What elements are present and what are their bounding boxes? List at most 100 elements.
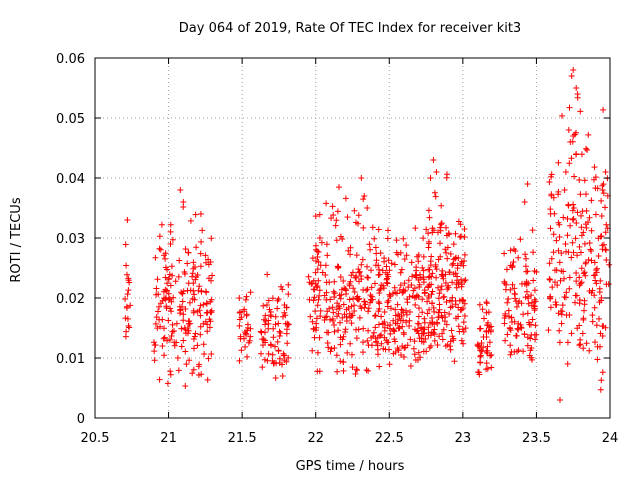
data-point [244, 321, 251, 328]
data-point [415, 252, 422, 258]
data-point [574, 209, 581, 216]
data-point [578, 249, 584, 256]
data-point [476, 325, 483, 332]
data-point [580, 270, 587, 277]
data-point [334, 208, 341, 215]
data-point [577, 336, 584, 343]
data-point [566, 160, 573, 167]
data-point [180, 337, 187, 344]
data-point [126, 279, 133, 286]
data-point [396, 313, 403, 320]
data-point [569, 216, 576, 223]
data-point [360, 349, 366, 356]
data-point [420, 267, 427, 274]
data-point [196, 283, 203, 290]
data-point [531, 305, 538, 312]
data-point [335, 310, 342, 317]
data-point [200, 341, 207, 348]
data-point [569, 207, 576, 214]
data-point [349, 312, 356, 319]
data-point [169, 328, 176, 335]
data-point [183, 330, 189, 337]
data-point [420, 235, 427, 242]
data-point [387, 330, 394, 337]
data-point [279, 373, 286, 379]
data-point [570, 205, 577, 211]
data-point [203, 310, 210, 316]
data-point [442, 280, 449, 286]
data-point [372, 280, 378, 287]
data-point [388, 260, 395, 267]
x-tick-label: 22 [307, 431, 324, 446]
data-point [403, 242, 410, 249]
data-point [360, 325, 367, 332]
data-point [151, 357, 158, 364]
data-point [333, 237, 340, 244]
data-point [124, 217, 131, 223]
data-point [190, 259, 197, 266]
data-point [312, 269, 319, 276]
data-point [425, 329, 432, 336]
data-point [425, 324, 432, 331]
data-point [577, 108, 584, 115]
data-point [449, 279, 456, 286]
data-point [339, 236, 346, 242]
data-point [197, 263, 204, 270]
data-point [603, 257, 610, 263]
x-tick-label: 23.5 [522, 431, 551, 446]
data-point [397, 282, 404, 289]
y-tick-label: 0.04 [56, 172, 85, 187]
data-point [458, 276, 465, 283]
data-point [419, 309, 426, 316]
data-point [424, 298, 431, 305]
data-point [161, 325, 167, 332]
data-point [557, 277, 564, 284]
data-point [423, 348, 430, 355]
data-point [174, 355, 181, 361]
data-point [442, 343, 449, 349]
data-point [348, 312, 355, 319]
data-point [208, 309, 215, 316]
data-point [123, 328, 130, 335]
y-tick-label: 0.06 [56, 52, 85, 67]
data-point [371, 235, 378, 242]
data-point [486, 324, 493, 331]
data-point [177, 307, 184, 314]
data-point [521, 199, 528, 205]
data-point [578, 151, 585, 158]
data-point [270, 360, 277, 367]
data-point [154, 325, 161, 332]
data-point [586, 214, 593, 221]
data-point [505, 307, 512, 314]
data-point [340, 278, 347, 284]
data-point [347, 244, 354, 251]
data-point [156, 245, 163, 252]
data-point [576, 177, 583, 183]
data-point [407, 363, 414, 369]
data-point [405, 277, 412, 284]
data-point [521, 280, 528, 287]
data-point [386, 325, 393, 332]
data-point [312, 308, 319, 315]
data-point [397, 317, 404, 324]
data-point [461, 300, 468, 307]
data-point [529, 356, 535, 363]
data-point [184, 260, 191, 267]
data-point [180, 199, 187, 205]
data-point [180, 288, 187, 295]
data-point [444, 286, 451, 293]
data-point [331, 290, 338, 297]
data-point [556, 221, 563, 228]
data-point [355, 296, 362, 303]
data-point [167, 305, 174, 312]
data-point [479, 306, 486, 313]
data-point [167, 221, 174, 228]
data-point [483, 299, 490, 306]
data-point [530, 277, 537, 284]
data-point [525, 319, 532, 326]
data-point [412, 225, 419, 232]
data-point [594, 343, 601, 350]
data-point [270, 334, 277, 341]
data-point [165, 276, 172, 283]
